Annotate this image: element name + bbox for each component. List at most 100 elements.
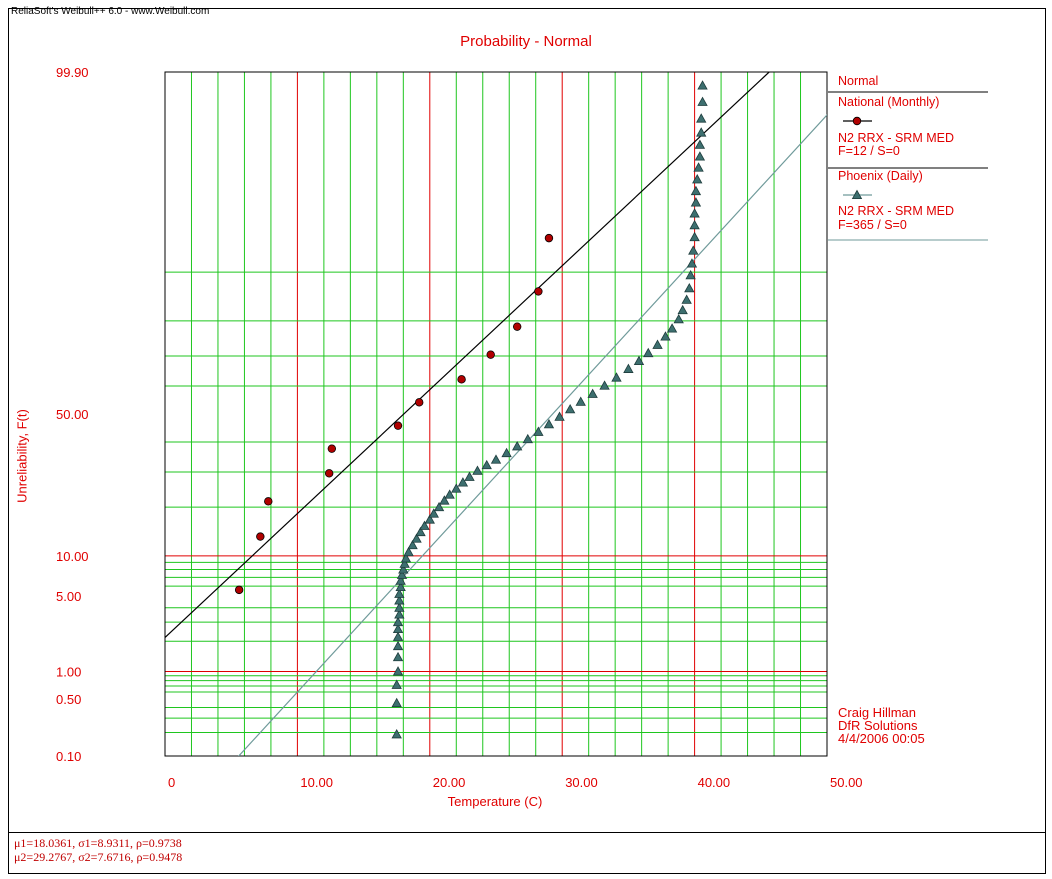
data-point-series-1 [686, 258, 698, 268]
x-tick-label: 30.00 [565, 775, 598, 790]
x-tick-label: 10.00 [300, 775, 333, 790]
legend-entry-name: Phoenix (Daily) [838, 169, 923, 183]
legend-entry-line1: N2 RRX - SRM MED [838, 204, 954, 218]
data-point-series-1 [643, 347, 654, 358]
x-tick-label: 20.00 [433, 775, 466, 790]
data-point-series-0 [512, 322, 522, 331]
fit-lines [165, 72, 827, 756]
legend-title: Normal [838, 74, 879, 88]
data-point-series-0 [256, 532, 265, 541]
data-point-series-1 [696, 127, 707, 137]
data-point-series-1 [623, 363, 634, 373]
data-point-series-1 [690, 197, 702, 207]
data-point-series-1 [398, 564, 409, 574]
legend-sample-marker-series-0 [852, 116, 862, 126]
data-point-series-1 [512, 441, 523, 451]
legend-entry-line2: F=12 / S=0 [838, 144, 900, 158]
y-tick-label: 5.00 [56, 589, 81, 604]
data-point-series-1 [689, 208, 700, 218]
data-markers [234, 80, 708, 739]
data-point-series-0 [393, 421, 403, 430]
data-point-series-1 [415, 526, 426, 537]
data-point-series-1 [652, 339, 663, 349]
data-point-series-1 [694, 151, 706, 161]
data-point-series-1 [400, 553, 412, 563]
x-tick-label: 50.00 [830, 775, 863, 790]
data-point-series-1 [407, 539, 418, 550]
data-point-series-1 [696, 113, 707, 123]
data-point-series-1 [660, 331, 671, 341]
legend-lines [828, 91, 988, 241]
data-point-series-1 [444, 489, 455, 499]
data-point-series-1 [433, 501, 445, 512]
data-point-series-1 [692, 174, 703, 184]
data-point-series-1 [522, 433, 533, 444]
data-point-series-1 [685, 269, 696, 280]
data-point-series-1 [690, 185, 702, 196]
data-point-series-1 [666, 323, 678, 333]
data-point-series-1 [689, 219, 700, 230]
data-point-series-1 [472, 465, 483, 475]
data-point-series-1 [697, 96, 708, 106]
data-point-series-0 [234, 585, 244, 595]
data-point-series-1 [399, 558, 410, 568]
data-point-series-1 [694, 139, 706, 149]
credit-date: 4/4/2006 00:05 [838, 731, 925, 746]
data-point-series-1 [394, 588, 405, 598]
footer-fit-params-1: μ1=18.0361, σ1=8.9311, ρ=0.9738 [14, 836, 182, 850]
data-point-series-1 [697, 80, 708, 90]
data-point-series-1 [403, 546, 414, 557]
fit-line-series-1 [237, 114, 827, 756]
data-point-series-0 [324, 469, 334, 478]
data-point-series-1 [391, 697, 402, 708]
tick-labels: 0 10.00 20.00 30.00 40.00 50.00 99.90 50.00 10.0… [56, 65, 863, 790]
data-point-series-1 [688, 245, 699, 255]
legend-entry-line1: N2 RRX - SRM MED [838, 131, 954, 145]
data-point-series-1 [587, 388, 598, 398]
header-text: ReliaSoft's Weibull++ 6.0 - www.Weibull.… [11, 6, 210, 17]
chart-frame [8, 8, 1046, 874]
data-point-series-1 [411, 533, 422, 543]
data-point-series-1 [684, 282, 695, 293]
data-point-series-0 [264, 497, 273, 506]
data-point-series-1 [451, 483, 462, 493]
data-point-series-1 [394, 602, 405, 612]
data-point-series-1 [392, 651, 404, 662]
data-point-series-1 [392, 666, 404, 676]
fit-line-series-0 [165, 72, 771, 639]
y-tick-label: 50.00 [56, 407, 89, 422]
data-point-series-1 [457, 477, 469, 487]
data-point-series-1 [392, 623, 404, 634]
x-tick-label: 40.00 [698, 775, 731, 790]
data-point-series-0 [486, 350, 495, 359]
data-point-series-1 [392, 640, 404, 651]
data-point-series-1 [611, 372, 622, 382]
data-point-series-1 [419, 520, 430, 530]
y-tick-label: 99.90 [56, 65, 89, 80]
data-point-series-1 [464, 471, 475, 481]
data-point-series-1 [396, 569, 408, 579]
y-tick-label: 0.50 [56, 692, 81, 707]
data-point-series-1 [439, 495, 450, 505]
data-point-series-1 [599, 380, 610, 390]
data-point-series-1 [554, 411, 565, 421]
footer-fit-params-2: μ2=29.2767, σ2=7.6716, ρ=0.9478 [14, 850, 183, 864]
credit-author: Craig Hillman [838, 705, 917, 720]
data-point-series-1 [424, 514, 435, 524]
legend-entry-line2: F=365 / S=0 [838, 218, 907, 232]
y-tick-label: 10.00 [56, 549, 89, 564]
x-tick-label: 0 [168, 775, 175, 790]
y-tick-label: 0.10 [56, 749, 81, 764]
data-point-series-1 [673, 313, 684, 324]
data-point-series-1 [633, 355, 645, 365]
data-point-series-1 [391, 679, 402, 689]
data-point-series-1 [394, 595, 405, 605]
data-point-series-0 [415, 398, 424, 407]
data-point-series-1 [501, 447, 512, 458]
y-tick-label: 1.00 [56, 664, 81, 679]
legend-entry-name: National (Monthly) [838, 95, 940, 109]
data-point-series-1 [392, 631, 404, 641]
data-point-series-1 [428, 508, 439, 518]
data-point-series-1 [490, 454, 502, 464]
x-axis-label: Temperature (C) [447, 794, 543, 809]
